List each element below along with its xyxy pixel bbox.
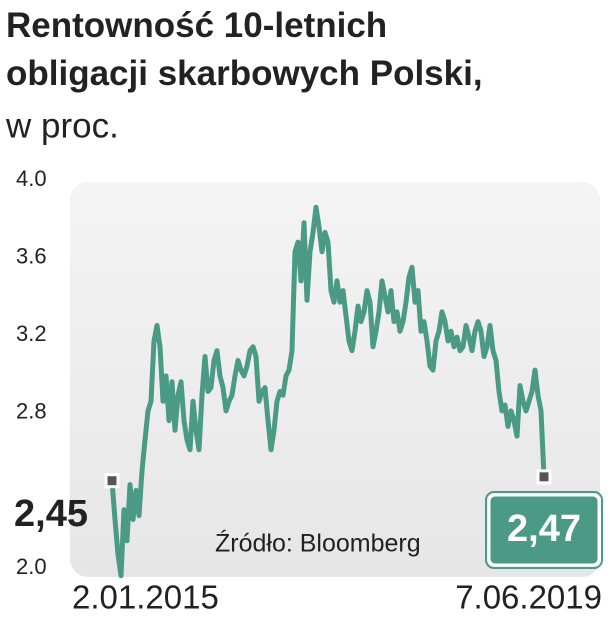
chart-title: Rentowność 10-letnich obligacji skarbowyc… bbox=[6, 6, 483, 93]
plot-area bbox=[70, 182, 600, 577]
end-marker bbox=[104, 473, 120, 489]
value-label-box bbox=[487, 493, 601, 567]
source: Źródło: Bloomberg bbox=[215, 529, 421, 558]
y-tick-label: 3.2 bbox=[16, 321, 47, 346]
chart-subtitle: w proc. bbox=[5, 106, 119, 145]
value-label-box-outline bbox=[485, 491, 603, 569]
y-tick-label: 2.8 bbox=[16, 399, 47, 424]
value-label: 2,47 bbox=[507, 508, 581, 550]
y-tick-label: 3.6 bbox=[16, 243, 47, 268]
x-tick-label: 2.01.2015 bbox=[72, 579, 219, 616]
end-marker bbox=[536, 469, 552, 485]
y-tick-label: 2.0 bbox=[16, 554, 47, 579]
x-tick-label: 7.06.2019 bbox=[455, 579, 602, 616]
line bbox=[109, 204, 547, 579]
y-tick-label: 4.0 bbox=[16, 166, 47, 191]
value-label: 2,45 bbox=[14, 493, 88, 535]
